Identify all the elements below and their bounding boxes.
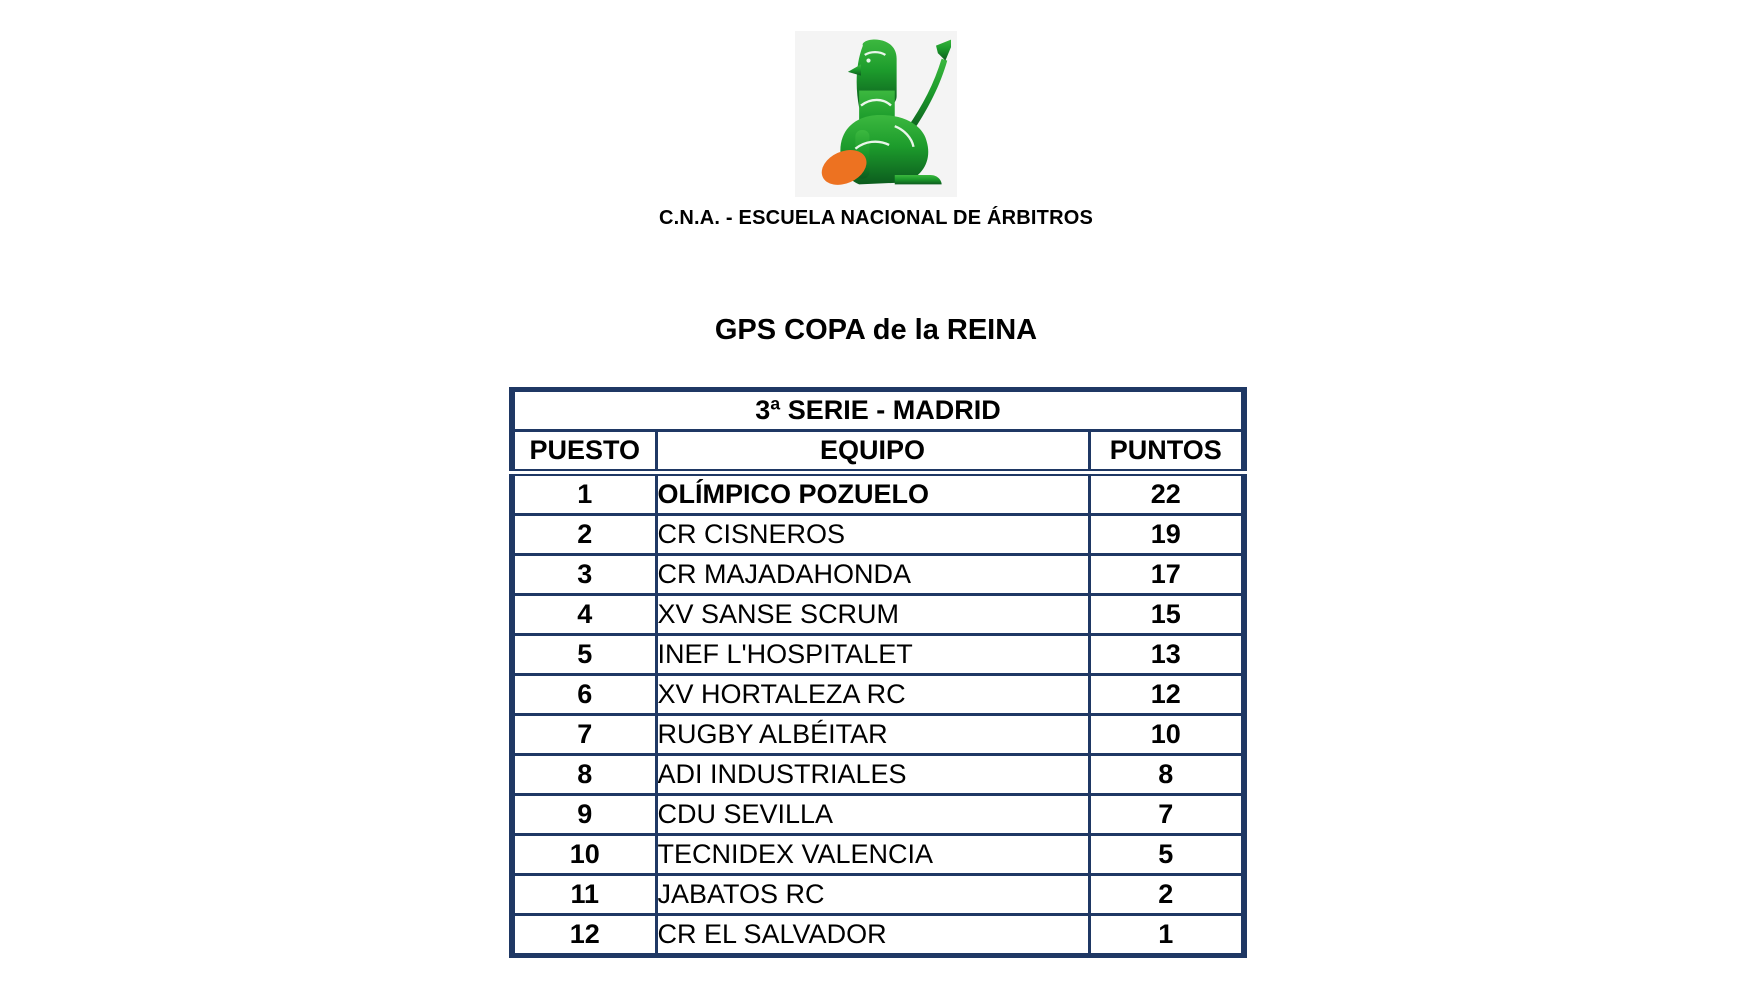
equipo-cell: TECNIDEX VALENCIA: [654, 833, 1091, 876]
col-header-equipo: EQUIPO: [654, 429, 1091, 476]
equipo-cell: ADI INDUSTRIALES: [654, 753, 1091, 796]
equipo-cell: INEF L'HOSPITALET: [654, 633, 1091, 676]
table-row: 8 ADI INDUSTRIALES 8: [510, 753, 1246, 796]
puesto-cell: 9: [510, 793, 658, 836]
puesto-cell: 10: [510, 833, 658, 876]
table-body: 1 OLÍMPICO POZUELO 22 2 CR CISNEROS 19 3…: [510, 471, 1246, 957]
table-row: 9 CDU SEVILLA 7: [510, 793, 1246, 836]
puntos-cell: 15: [1087, 593, 1246, 636]
table-row: 1 OLÍMPICO POZUELO 22: [510, 471, 1246, 516]
puntos-cell: 1: [1087, 913, 1246, 957]
document-page: C.N.A. - ESCUELA NACIONAL DE ÁRBITROS GP…: [509, 0, 1247, 958]
org-name-text: C.N.A. - ESCUELA NACIONAL DE ÁRBITROS: [658, 207, 1094, 229]
puntos-cell: 13: [1087, 633, 1246, 676]
table-row: 5 INEF L'HOSPITALET 13: [510, 633, 1246, 676]
table-row: 4 XV SANSE SCRUM 15: [510, 593, 1246, 636]
table-caption-row: 3ª SERIE - MADRID: [510, 388, 1246, 432]
table-row: 6 XV HORTALEZA RC 12: [510, 673, 1246, 716]
table-row: 11 JABATOS RC 2: [510, 873, 1246, 916]
equipo-cell: XV HORTALEZA RC: [654, 673, 1091, 716]
puntos-cell: 12: [1087, 673, 1246, 716]
puntos-cell: 5: [1087, 833, 1246, 876]
page-title: GPS COPA de la REINA: [714, 314, 1038, 346]
puesto-cell: 7: [510, 713, 658, 756]
puesto-cell: 3: [510, 553, 658, 596]
puntos-cell: 10: [1087, 713, 1246, 756]
puesto-cell: 8: [510, 753, 658, 796]
puesto-cell: 1: [510, 471, 658, 516]
equipo-cell: RUGBY ALBÉITAR: [654, 713, 1091, 756]
table-row: 2 CR CISNEROS 19: [510, 513, 1246, 556]
lion-rugby-icon: [821, 39, 951, 185]
puntos-cell: 7: [1087, 793, 1246, 836]
puesto-cell: 11: [510, 873, 658, 916]
equipo-cell: CR MAJADAHONDA: [654, 553, 1091, 596]
equipo-cell: XV SANSE SCRUM: [654, 593, 1091, 636]
cna-lion-logo: [795, 31, 957, 197]
puesto-cell: 2: [510, 513, 658, 556]
col-header-puntos: PUNTOS: [1087, 429, 1246, 476]
table-row: 7 RUGBY ALBÉITAR 10: [510, 713, 1246, 756]
puntos-cell: 19: [1087, 513, 1246, 556]
puntos-cell: 8: [1087, 753, 1246, 796]
table-header-row: PUESTO EQUIPO PUNTOS: [510, 429, 1246, 476]
equipo-cell: OLÍMPICO POZUELO: [654, 471, 1091, 516]
puntos-cell: 2: [1087, 873, 1246, 916]
puesto-cell: 12: [510, 913, 658, 957]
table-caption: 3ª SERIE - MADRID: [510, 388, 1246, 432]
equipo-cell: CR EL SALVADOR: [654, 913, 1091, 957]
puntos-cell: 17: [1087, 553, 1246, 596]
puesto-cell: 4: [510, 593, 658, 636]
standings-table: 3ª SERIE - MADRID PUESTO EQUIPO PUNTOS 1…: [509, 387, 1247, 958]
table-row: 12 CR EL SALVADOR 1: [510, 913, 1246, 957]
equipo-cell: JABATOS RC: [654, 873, 1091, 916]
puesto-cell: 5: [510, 633, 658, 676]
puntos-cell: 22: [1087, 471, 1246, 516]
table-row: 3 CR MAJADAHONDA 17: [510, 553, 1246, 596]
equipo-cell: CR CISNEROS: [654, 513, 1091, 556]
equipo-cell: CDU SEVILLA: [654, 793, 1091, 836]
col-header-puesto: PUESTO: [510, 429, 658, 476]
table-row: 10 TECNIDEX VALENCIA 5: [510, 833, 1246, 876]
puesto-cell: 6: [510, 673, 658, 716]
